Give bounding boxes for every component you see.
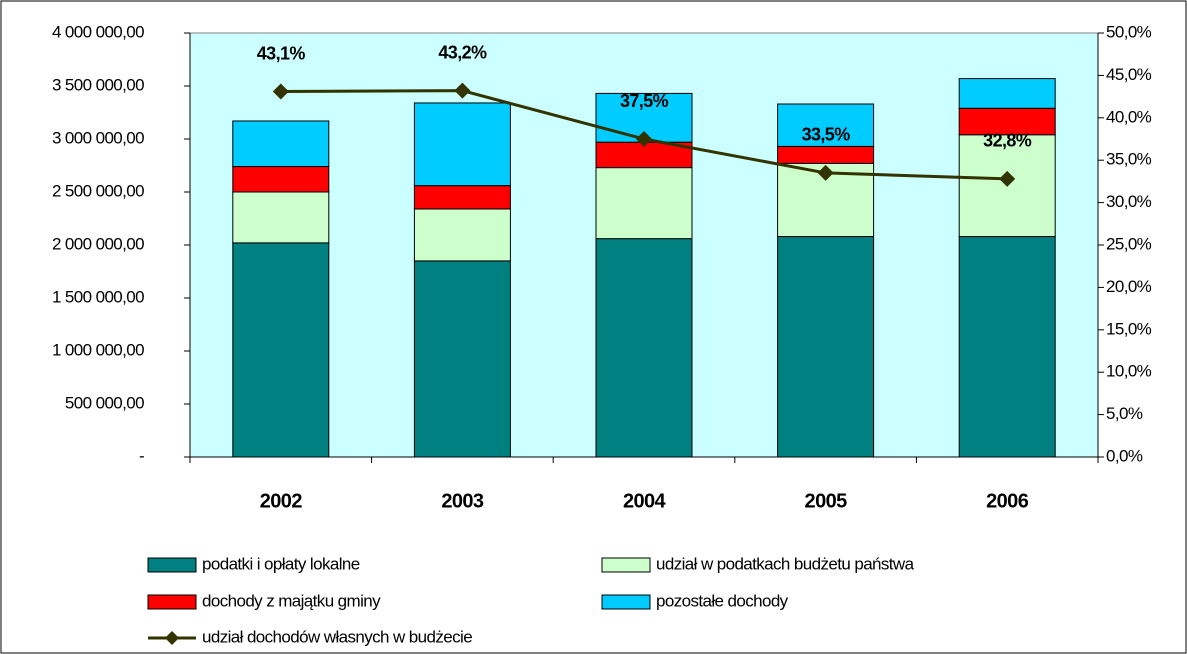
bar-segment: [595, 167, 693, 240]
legend-label: pozostałe dochody: [656, 591, 789, 610]
bar-segment: [413, 208, 511, 262]
marker: [817, 164, 834, 181]
data-label: 43,2%: [438, 42, 487, 62]
bar-segment: [232, 191, 330, 244]
y2-tick-label: 30,0%: [1106, 192, 1152, 211]
y-tick-label: -: [139, 446, 144, 465]
legend-label: udział dochodów własnych w budżecie: [202, 627, 472, 646]
y-tick-label: 2 000 000,00: [52, 234, 144, 253]
legend-label: dochody z majątku gminy: [202, 591, 381, 610]
y2-tick-label: 10,0%: [1106, 362, 1152, 381]
y-tick-label: 4 000 000,00: [52, 22, 144, 41]
y-tick-label: 3 000 000,00: [52, 128, 144, 147]
bar-segment: [413, 102, 511, 187]
data-label: 43,1%: [257, 43, 306, 63]
bar-segment: [232, 166, 330, 193]
x-tick-label: 2006: [986, 490, 1029, 512]
marker: [454, 82, 471, 99]
data-label: 33,5%: [802, 125, 851, 145]
legend-swatch: [147, 557, 197, 573]
y-tick-label: 2 500 000,00: [52, 181, 144, 200]
legend-label: udział w podatkach budżetu państwa: [656, 554, 915, 573]
legend-swatch: [601, 594, 651, 610]
bar-segment: [232, 242, 330, 458]
legend-swatch: [601, 557, 651, 573]
y-tick-label: 3 500 000,00: [52, 75, 144, 94]
bar-segment: [595, 238, 693, 458]
bar-segment: [777, 103, 875, 147]
bar-segment: [232, 120, 330, 168]
y2-tick-label: 15,0%: [1106, 319, 1152, 338]
x-tick-label: 2004: [623, 490, 667, 512]
marker: [272, 83, 289, 100]
x-tick-label: 2005: [805, 490, 848, 512]
bar-segment: [777, 236, 875, 458]
y-tick-label: 500 000,00: [65, 393, 144, 412]
y2-tick-label: 0,0%: [1106, 446, 1143, 465]
bar-segment: [958, 78, 1056, 109]
y2-tick-label: 45,0%: [1106, 65, 1152, 84]
y2-tick-label: 20,0%: [1106, 277, 1152, 296]
y2-tick-label: 35,0%: [1106, 150, 1152, 169]
y2-tick-label: 50,0%: [1106, 22, 1152, 41]
bar-segment: [413, 185, 511, 210]
data-label: 37,5%: [620, 91, 669, 111]
legend-marker: [165, 631, 179, 645]
data-label: 32,8%: [983, 131, 1032, 151]
y-tick-label: 1 000 000,00: [52, 340, 144, 359]
y2-tick-label: 25,0%: [1106, 234, 1152, 253]
marker: [636, 131, 652, 147]
legend-label: podatki i opłaty lokalne: [202, 554, 360, 573]
bar-segment: [958, 236, 1056, 458]
y-tick-label: 1 500 000,00: [52, 287, 144, 306]
bar-segment: [777, 145, 875, 164]
y2-tick-label: 5,0%: [1106, 404, 1143, 423]
marker: [999, 170, 1016, 187]
legend-swatch: [147, 594, 197, 610]
bar-segment: [958, 107, 1056, 136]
y2-tick-label: 40,0%: [1106, 107, 1152, 126]
x-tick-label: 2003: [441, 490, 484, 512]
bar-segment: [413, 260, 511, 458]
x-tick-label: 2002: [260, 490, 303, 512]
